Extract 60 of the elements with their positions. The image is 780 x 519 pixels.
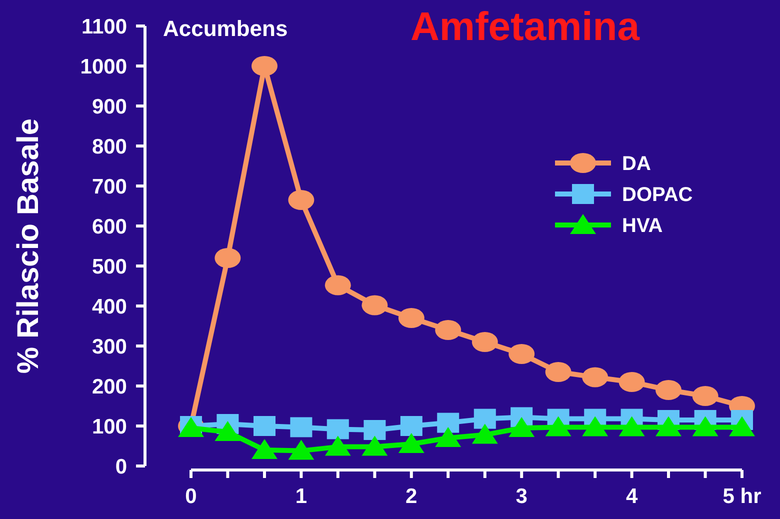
point	[324, 275, 351, 296]
point	[437, 412, 460, 433]
point	[214, 248, 241, 268]
point	[252, 439, 278, 459]
y-tick-label: 200	[92, 375, 127, 398]
point	[472, 424, 498, 444]
point	[655, 380, 682, 400]
point	[435, 427, 462, 447]
point	[288, 440, 314, 460]
y-tick-label: 100	[92, 415, 127, 438]
point	[474, 408, 496, 429]
point	[398, 308, 424, 328]
y-tick-label: 800	[92, 135, 127, 158]
x-tick-label: 1	[295, 485, 308, 508]
x-tick-label: 4	[626, 485, 638, 508]
x-tick-label: 0	[185, 485, 197, 508]
legend-label: HVA	[622, 215, 663, 237]
point	[214, 421, 241, 441]
y-tick-label: 1100	[81, 15, 127, 38]
chart-title: Amfetamina	[410, 5, 640, 49]
x-tick-label: 2	[406, 485, 418, 508]
point	[582, 416, 608, 436]
y-tick-label: 500	[92, 255, 127, 278]
point	[472, 332, 498, 352]
chart-subtitle: Accumbens	[163, 16, 288, 41]
y-tick-label: 300	[92, 335, 127, 358]
point	[398, 433, 424, 453]
point	[508, 417, 535, 437]
point	[508, 344, 535, 364]
point	[364, 420, 386, 440]
x-tick-label: 5 hr	[722, 485, 762, 508]
point	[290, 417, 312, 438]
y-tick-label: 0	[115, 455, 127, 478]
point	[545, 416, 572, 436]
point	[362, 436, 388, 456]
point	[582, 367, 608, 388]
point	[545, 362, 572, 382]
point	[729, 416, 755, 436]
y-tick-label: 1000	[80, 55, 127, 78]
legend-label: DA	[622, 153, 651, 175]
point	[326, 419, 349, 440]
point	[692, 416, 718, 436]
y-tick-label: 400	[92, 295, 127, 318]
point	[655, 416, 682, 436]
point	[252, 56, 278, 76]
point	[400, 416, 422, 436]
y-axis-title: % Rilascio Basale	[12, 118, 45, 374]
x-tick-label: 3	[516, 485, 528, 508]
point	[618, 372, 645, 392]
y-tick-label: 700	[92, 175, 127, 198]
point	[435, 320, 462, 340]
point	[618, 416, 645, 436]
point	[692, 386, 718, 406]
y-tick-label: 600	[92, 215, 127, 238]
point	[362, 295, 388, 316]
point	[288, 190, 314, 210]
point	[254, 416, 276, 436]
legend-label: DOPAC	[622, 184, 693, 206]
point	[324, 436, 351, 456]
y-tick-label: 900	[92, 95, 127, 118]
